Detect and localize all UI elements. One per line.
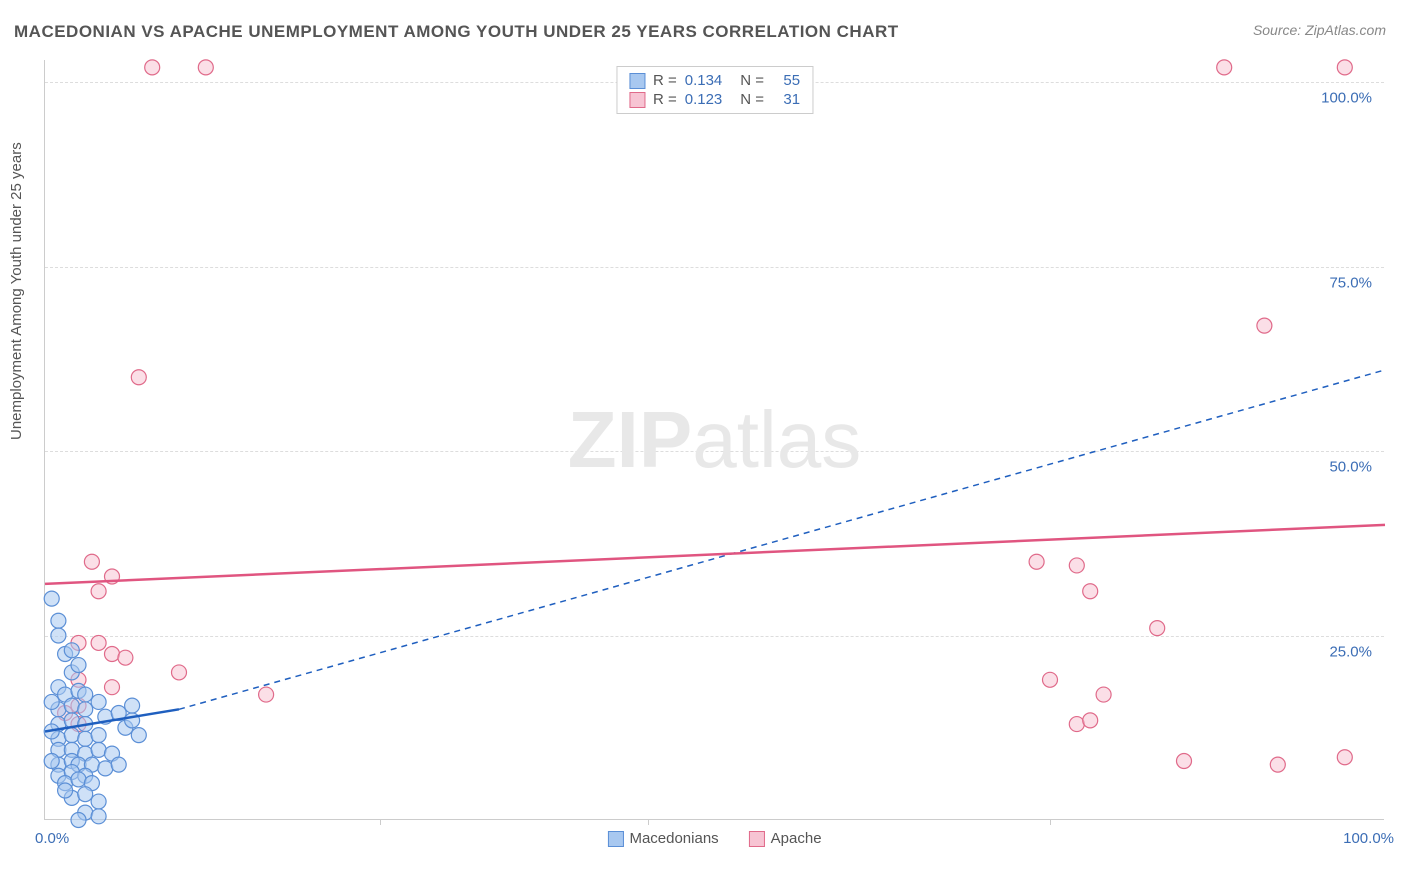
data-point (145, 60, 160, 75)
data-point (58, 783, 73, 798)
legend-row-apache: R = 0.123 N = 31 (629, 90, 800, 109)
x-tick-mark (380, 819, 381, 825)
data-point (1083, 713, 1098, 728)
legend-n-value: 55 (772, 72, 800, 89)
data-point (1177, 753, 1192, 768)
x-tick-100: 100.0% (1343, 830, 1394, 847)
legend-n-label: N = (740, 91, 764, 108)
legend-r-label: R = (653, 91, 677, 108)
chart-title: MACEDONIAN VS APACHE UNEMPLOYMENT AMONG … (14, 22, 899, 42)
legend-swatch-apache (629, 92, 645, 108)
x-tick-0: 0.0% (35, 830, 69, 847)
data-point (51, 613, 66, 628)
data-point (259, 687, 274, 702)
data-point (105, 646, 120, 661)
data-point (172, 665, 187, 680)
data-point (78, 787, 93, 802)
data-point (71, 813, 86, 828)
data-point (78, 702, 93, 717)
chart-svg (45, 60, 1384, 819)
data-point (1083, 584, 1098, 599)
legend-n-label: N = (740, 72, 764, 89)
data-point (1043, 672, 1058, 687)
data-point (64, 698, 79, 713)
data-point (91, 742, 106, 757)
data-point (64, 643, 79, 658)
legend-label: Apache (771, 830, 822, 847)
data-point (91, 728, 106, 743)
legend-swatch-macedonians-icon (607, 831, 623, 847)
data-point (1337, 60, 1352, 75)
data-point (1150, 621, 1165, 636)
legend-swatch-apache-icon (749, 831, 765, 847)
data-point (78, 731, 93, 746)
plot-area: ZIPatlas 25.0%50.0%75.0%100.0% 0.0% 100.… (44, 60, 1384, 820)
data-point (91, 794, 106, 809)
source-label: Source: ZipAtlas.com (1253, 22, 1386, 38)
data-point (105, 680, 120, 695)
legend-swatch-macedonians (629, 73, 645, 89)
legend-r-value: 0.134 (685, 72, 723, 89)
legend-item-apache: Apache (749, 830, 822, 847)
data-point (78, 687, 93, 702)
data-point (131, 728, 146, 743)
x-tick-mark (1050, 819, 1051, 825)
data-point (1029, 554, 1044, 569)
data-point (91, 694, 106, 709)
trend-line-dashed (179, 370, 1385, 709)
legend-label: Macedonians (629, 830, 718, 847)
data-point (98, 761, 113, 776)
data-point (1337, 750, 1352, 765)
x-tick-mark (648, 819, 649, 825)
data-point (71, 658, 86, 673)
data-point (91, 635, 106, 650)
data-point (125, 698, 140, 713)
legend-n-value: 31 (772, 91, 800, 108)
legend-r-label: R = (653, 72, 677, 89)
data-point (91, 584, 106, 599)
data-point (1096, 687, 1111, 702)
data-point (1270, 757, 1285, 772)
data-point (1257, 318, 1272, 333)
data-point (1217, 60, 1232, 75)
legend-series: Macedonians Apache (607, 830, 821, 847)
data-point (1069, 558, 1084, 573)
legend-item-macedonians: Macedonians (607, 830, 718, 847)
data-point (84, 554, 99, 569)
legend-r-value: 0.123 (685, 91, 723, 108)
legend-correlation: R = 0.134 N = 55 R = 0.123 N = 31 (616, 66, 813, 114)
legend-row-macedonians: R = 0.134 N = 55 (629, 71, 800, 90)
data-point (91, 809, 106, 824)
data-point (118, 650, 133, 665)
data-point (64, 728, 79, 743)
data-point (44, 753, 59, 768)
data-point (44, 591, 59, 606)
data-point (111, 757, 126, 772)
data-point (198, 60, 213, 75)
data-point (1069, 717, 1084, 732)
data-point (51, 628, 66, 643)
data-point (71, 772, 86, 787)
data-point (44, 694, 59, 709)
data-point (131, 370, 146, 385)
trend-line (45, 525, 1385, 584)
y-axis-label: Unemployment Among Youth under 25 years (8, 142, 25, 440)
